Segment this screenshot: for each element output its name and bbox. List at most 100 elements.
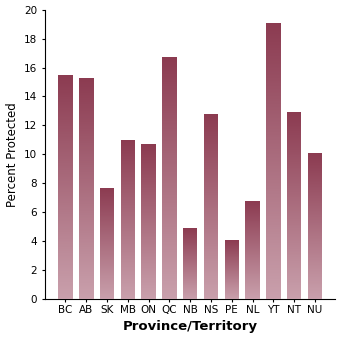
Bar xyxy=(162,205,177,206)
Bar xyxy=(121,224,135,225)
Bar xyxy=(204,114,218,115)
Bar xyxy=(58,293,73,294)
Bar xyxy=(245,217,260,218)
Bar xyxy=(58,204,73,205)
Bar xyxy=(204,230,218,231)
Bar xyxy=(287,147,301,148)
Bar xyxy=(245,277,260,278)
Bar xyxy=(162,202,177,204)
Bar xyxy=(245,297,260,298)
Bar xyxy=(142,178,156,179)
Bar xyxy=(79,110,93,111)
Bar xyxy=(266,144,281,146)
Bar xyxy=(162,153,177,154)
Bar xyxy=(183,257,197,258)
Bar xyxy=(79,89,93,90)
Bar xyxy=(162,187,177,188)
Bar xyxy=(162,57,177,59)
Bar xyxy=(162,236,177,238)
Bar xyxy=(287,130,301,131)
Bar xyxy=(204,138,218,139)
Bar xyxy=(142,225,156,226)
Bar xyxy=(266,100,281,101)
Bar xyxy=(245,212,260,213)
Bar xyxy=(121,295,135,296)
Bar xyxy=(204,240,218,241)
Bar xyxy=(121,172,135,173)
Bar xyxy=(204,250,218,251)
Bar xyxy=(121,217,135,218)
Bar xyxy=(58,286,73,287)
Bar xyxy=(58,106,73,107)
Bar xyxy=(121,269,135,270)
Bar xyxy=(162,234,177,235)
Bar xyxy=(79,175,93,176)
Bar xyxy=(58,292,73,293)
Bar xyxy=(287,245,301,246)
Bar xyxy=(142,221,156,222)
Bar xyxy=(308,153,322,299)
Bar xyxy=(287,138,301,139)
Bar xyxy=(100,215,114,216)
Bar xyxy=(204,294,218,295)
Bar xyxy=(245,288,260,289)
Bar xyxy=(183,284,197,285)
Bar xyxy=(266,137,281,139)
Bar xyxy=(100,251,114,252)
Bar xyxy=(183,245,197,246)
Bar xyxy=(121,248,135,249)
Bar xyxy=(58,267,73,268)
Bar xyxy=(287,208,301,209)
Bar xyxy=(287,127,301,128)
Bar xyxy=(58,233,73,234)
Bar xyxy=(162,198,177,199)
Bar xyxy=(142,214,156,215)
Bar xyxy=(183,247,197,248)
Bar xyxy=(245,253,260,254)
Bar xyxy=(266,252,281,254)
Bar xyxy=(58,287,73,288)
Bar xyxy=(266,118,281,119)
Bar xyxy=(162,217,177,218)
Bar xyxy=(308,216,322,217)
Bar xyxy=(245,214,260,215)
Bar xyxy=(121,270,135,271)
Bar xyxy=(287,114,301,115)
Bar xyxy=(266,148,281,150)
Bar xyxy=(142,224,156,225)
Bar xyxy=(266,92,281,93)
Bar xyxy=(100,209,114,210)
Bar xyxy=(287,121,301,122)
Bar xyxy=(79,200,93,201)
Bar xyxy=(308,206,322,207)
Bar xyxy=(58,262,73,263)
Bar xyxy=(142,201,156,202)
Bar xyxy=(100,267,114,268)
Bar xyxy=(245,223,260,224)
Bar xyxy=(266,53,281,55)
Bar xyxy=(162,138,177,140)
Bar xyxy=(183,243,197,244)
Bar xyxy=(58,84,73,85)
Bar xyxy=(58,234,73,235)
Bar xyxy=(100,298,114,299)
Bar xyxy=(204,298,218,299)
Bar xyxy=(79,183,93,184)
Bar xyxy=(58,296,73,297)
Bar xyxy=(204,246,218,247)
Bar xyxy=(142,187,156,188)
Bar xyxy=(162,87,177,89)
Bar xyxy=(58,248,73,249)
Bar xyxy=(121,249,135,250)
Bar xyxy=(79,152,93,153)
Bar xyxy=(245,245,260,246)
Bar xyxy=(308,175,322,176)
Bar xyxy=(266,184,281,186)
Bar xyxy=(100,268,114,269)
Bar xyxy=(183,230,197,231)
Bar xyxy=(204,198,218,199)
Bar xyxy=(162,224,177,225)
Bar xyxy=(287,122,301,123)
Bar xyxy=(58,157,73,158)
Bar xyxy=(287,258,301,259)
